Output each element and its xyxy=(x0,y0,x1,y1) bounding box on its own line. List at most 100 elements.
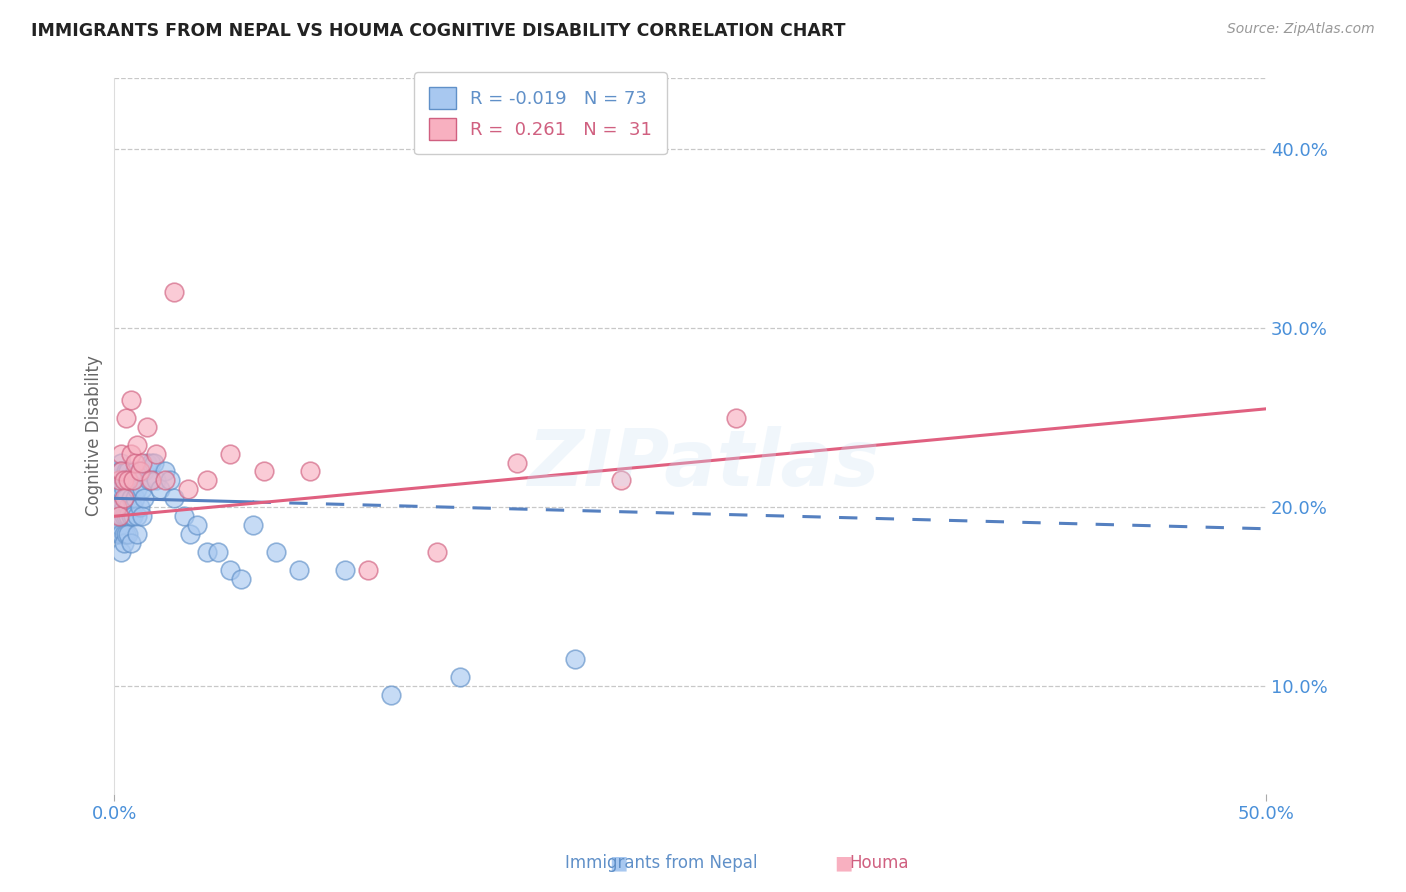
Point xyxy=(177,483,200,497)
Text: ■: ■ xyxy=(834,854,853,872)
Point xyxy=(218,446,240,460)
Point xyxy=(207,545,229,559)
Point xyxy=(299,465,322,479)
Point xyxy=(115,509,138,524)
Point xyxy=(127,483,149,497)
Point xyxy=(135,456,157,470)
Point xyxy=(110,545,132,559)
Point xyxy=(120,392,142,407)
Point xyxy=(127,509,149,524)
Point xyxy=(117,509,139,524)
Point xyxy=(121,474,143,488)
Point xyxy=(110,456,132,470)
Point xyxy=(112,491,135,506)
Point xyxy=(105,500,128,515)
Point xyxy=(115,474,138,488)
Point xyxy=(115,491,138,506)
Point xyxy=(145,474,167,488)
Point xyxy=(186,518,208,533)
Point xyxy=(110,465,132,479)
Point xyxy=(120,509,142,524)
Point xyxy=(253,465,276,479)
Point xyxy=(163,491,186,506)
Point xyxy=(108,474,131,488)
Point xyxy=(105,483,128,497)
Point xyxy=(112,536,135,550)
Point xyxy=(131,456,153,470)
Text: Houma: Houma xyxy=(849,855,908,872)
Point xyxy=(142,456,165,470)
Point xyxy=(128,465,150,479)
Point xyxy=(112,483,135,497)
Point xyxy=(141,474,163,488)
Point xyxy=(131,509,153,524)
Point xyxy=(124,456,146,470)
Point xyxy=(127,527,149,541)
Point xyxy=(108,509,131,524)
Point xyxy=(124,491,146,506)
Point xyxy=(108,500,131,515)
Point xyxy=(112,527,135,541)
Point xyxy=(110,527,132,541)
Point xyxy=(564,652,586,666)
Point xyxy=(195,474,218,488)
Text: ■: ■ xyxy=(609,854,628,872)
Point xyxy=(333,563,356,577)
Point xyxy=(121,509,143,524)
Point xyxy=(117,465,139,479)
Point xyxy=(128,465,150,479)
Point xyxy=(117,527,139,541)
Point xyxy=(110,500,132,515)
Point xyxy=(127,437,149,451)
Point xyxy=(128,500,150,515)
Point xyxy=(120,536,142,550)
Point xyxy=(115,527,138,541)
Point xyxy=(287,563,309,577)
Point xyxy=(159,474,181,488)
Point xyxy=(120,474,142,488)
Point xyxy=(120,491,142,506)
Point xyxy=(149,483,172,497)
Point xyxy=(173,509,195,524)
Point xyxy=(163,285,186,300)
Point xyxy=(112,474,135,488)
Point xyxy=(108,518,131,533)
Point xyxy=(110,465,132,479)
Point xyxy=(112,500,135,515)
Point xyxy=(153,474,176,488)
Point xyxy=(426,545,449,559)
Y-axis label: Cognitive Disability: Cognitive Disability xyxy=(86,355,103,516)
Point xyxy=(135,419,157,434)
Point xyxy=(141,456,163,470)
Point xyxy=(179,527,201,541)
Point xyxy=(105,509,128,524)
Point xyxy=(121,500,143,515)
Point xyxy=(110,509,132,524)
Point xyxy=(115,465,138,479)
Text: IMMIGRANTS FROM NEPAL VS HOUMA COGNITIVE DISABILITY CORRELATION CHART: IMMIGRANTS FROM NEPAL VS HOUMA COGNITIVE… xyxy=(31,22,845,40)
Point xyxy=(357,563,380,577)
Point xyxy=(110,446,132,460)
Point xyxy=(218,563,240,577)
Point xyxy=(131,483,153,497)
Text: Immigrants from Nepal: Immigrants from Nepal xyxy=(565,855,756,872)
Point xyxy=(264,545,287,559)
Point xyxy=(195,545,218,559)
Point xyxy=(112,474,135,488)
Point xyxy=(506,456,529,470)
Point xyxy=(153,465,176,479)
Text: ZIPatlas: ZIPatlas xyxy=(527,425,879,502)
Point xyxy=(108,465,131,479)
Point xyxy=(134,465,156,479)
Point xyxy=(121,474,143,488)
Point xyxy=(117,500,139,515)
Text: Source: ZipAtlas.com: Source: ZipAtlas.com xyxy=(1227,22,1375,37)
Point xyxy=(108,527,131,541)
Point xyxy=(120,446,142,460)
Point xyxy=(115,410,138,425)
Point xyxy=(725,410,748,425)
Point xyxy=(449,670,471,684)
Point xyxy=(380,688,402,702)
Point xyxy=(138,474,160,488)
Point xyxy=(105,465,128,479)
